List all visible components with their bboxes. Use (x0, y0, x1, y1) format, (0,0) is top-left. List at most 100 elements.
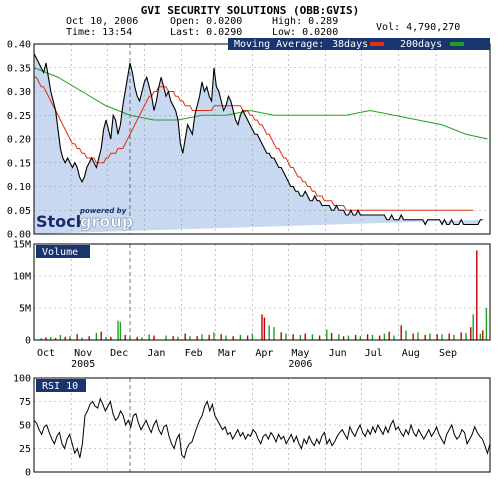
volume-tick-label: 0 (25, 336, 31, 347)
volume-bar-up (69, 336, 71, 340)
volume-bar-up (347, 335, 350, 340)
volume-bar-down (110, 336, 112, 340)
volume-bar-down (304, 333, 306, 340)
x-axis: Oct Nov Dec Jan Feb Mar Apr May Jun Jul Aug Sep 2005… (37, 348, 457, 370)
price-tick-label: 0.15 (7, 158, 31, 169)
volume-grid (34, 244, 490, 340)
volume-bar-down (330, 332, 333, 340)
volume-bar-down (448, 333, 450, 340)
rsi-tick-label: 25 (19, 444, 31, 455)
volume-bar-up (268, 325, 270, 340)
ma200-line (33, 67, 488, 140)
legend-ma200-label: 200days (400, 39, 442, 50)
volume-bar-up (479, 333, 482, 340)
volume-bar-up (417, 332, 419, 340)
volume-bar-up (141, 337, 143, 340)
volume-bar-up (148, 334, 150, 340)
x-tick-month: Mar (218, 348, 236, 359)
volume-bar-up (225, 335, 227, 340)
price-tick-label: 0.00 (7, 230, 31, 241)
volume-bar-up (119, 322, 122, 340)
volume-bar-up (383, 333, 386, 340)
x-tick-month: Feb (185, 348, 203, 359)
volume-bar-up (201, 334, 203, 340)
volume-bar-up (472, 314, 474, 340)
volume-bar-up (338, 334, 340, 340)
volume-bar-down (184, 333, 186, 340)
volume-bar-up (359, 336, 362, 340)
volume-bar-down (153, 335, 155, 340)
quote-time: Time: 13:54 (66, 27, 132, 38)
volume-bar-down (100, 331, 102, 340)
volume-bar-up (326, 329, 328, 340)
quote-open: Open: 0.0200 (170, 16, 242, 27)
price-area (34, 53, 483, 234)
rsi-panel: 0 25 50 75 100 RSI 10 (13, 374, 491, 479)
rsi-y-axis: 0 25 50 75 100 (13, 374, 31, 479)
volume-bar-down (263, 317, 266, 340)
volume-bar-up (177, 336, 179, 340)
volume-bars (40, 250, 488, 340)
quote-last: Last: 0.0290 (170, 27, 242, 38)
volume-bar-up (393, 335, 395, 340)
x-tick-month: Nov (74, 348, 92, 359)
volume-bar-up (251, 333, 254, 340)
legend-ma200-swatch (450, 42, 464, 46)
x-tick-month: Jan (147, 348, 165, 359)
volume-tick-label: 10M (13, 272, 31, 283)
volume-bar-down (76, 334, 78, 340)
x-tick-month: Dec (110, 348, 128, 359)
price-line (33, 53, 483, 226)
price-tick-label: 0.20 (7, 135, 31, 146)
volume-bar-down (45, 337, 47, 340)
volume-bar-down (412, 333, 414, 340)
volume-bar-up (299, 334, 302, 340)
x-tick-month: Apr (255, 348, 273, 359)
ma38-line (34, 76, 474, 211)
chart-title: GVI SECURITY SOLUTIONS (OBB:GVIS) (141, 4, 360, 17)
volume-tick-label: 5M (19, 304, 31, 315)
legend-ma38-label: 38days (332, 39, 368, 50)
x-tick-month: Jul (365, 348, 383, 359)
volume-bar-up (117, 320, 119, 340)
volume-bar-up (40, 338, 42, 340)
volume-bar-down (232, 336, 234, 340)
price-tick-label: 0.10 (7, 182, 31, 193)
volume-bar-up (453, 334, 455, 340)
volume-bar-down (482, 330, 484, 340)
volume-bar-down (124, 334, 126, 340)
x-tick-month: Sep (439, 348, 457, 359)
rsi-label: RSI 10 (42, 381, 78, 392)
volume-bar-up (405, 330, 407, 340)
volume-bar-down (88, 336, 90, 340)
volume-bar-down (208, 334, 210, 340)
volume-bar-up (441, 334, 443, 340)
volume-bar-up (371, 334, 374, 340)
volume-bar-down (318, 335, 321, 340)
volume-bar-down (292, 334, 294, 340)
volume-bar-down (460, 332, 462, 340)
rsi-line (33, 397, 491, 459)
volume-bar-up (59, 334, 62, 340)
volume-bar-up (465, 332, 467, 340)
volume-bar-down (196, 336, 198, 340)
volume-bar-down (261, 314, 263, 340)
volume-bar-up (129, 336, 131, 340)
price-y-axis: 0.00 0.05 0.10 0.15 0.20 0.25 0.30 0.35 0.40 (7, 40, 31, 241)
volume-bar-down (424, 334, 426, 340)
price-tick-label: 0.05 (7, 206, 31, 217)
quote-high: High: 0.289 (272, 16, 338, 27)
volume-bar-up (50, 336, 52, 340)
volume-tick-label: 15M (13, 240, 31, 251)
ma-legend: Moving Average: 38days 200days (228, 38, 490, 50)
volume-bar-down (470, 327, 472, 340)
x-tick-month: Aug (402, 348, 420, 359)
volume-bar-down (220, 334, 222, 340)
volume-panel: 0 5M 10M 15M Volume (13, 240, 491, 347)
stockgroup-logo: powered by Stock group (36, 207, 133, 231)
legend-title: Moving Average: (234, 39, 324, 50)
logo-text-group: group (80, 212, 133, 231)
x-tick-month: May (291, 348, 309, 359)
volume-bar-up (485, 308, 488, 340)
volume-bar-up (105, 336, 107, 340)
